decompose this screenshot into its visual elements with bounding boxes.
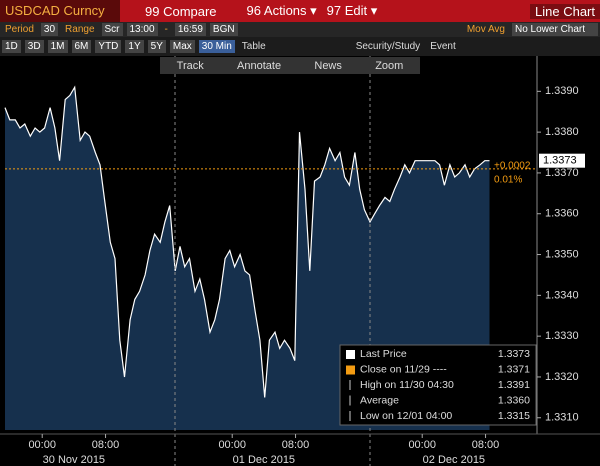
legend-swatch — [346, 350, 355, 359]
compare-button[interactable]: 99 Compare — [145, 3, 217, 19]
range-button[interactable]: Max — [169, 40, 195, 53]
legend-label: Low on 12/01 04:00 — [360, 410, 452, 422]
date-label: 01 Dec 2015 — [233, 454, 295, 466]
legend-value: 1.3371 — [498, 363, 530, 375]
edit-button[interactable]: 97 Edit ▾ — [326, 3, 378, 18]
lower-chart[interactable]: No Lower Chart — [512, 23, 598, 36]
interval[interactable]: 30 Min — [198, 40, 235, 53]
table-button[interactable]: Table — [241, 41, 266, 52]
mov-avg[interactable]: Mov Avg — [466, 24, 505, 35]
change-pct: 0.01% — [494, 174, 522, 185]
y-tick-label: 1.3380 — [545, 126, 579, 138]
end-time[interactable]: 16:59 — [174, 23, 206, 36]
price-line — [4, 85, 490, 398]
chart-tool[interactable]: Zoom — [375, 59, 404, 72]
security-study[interactable]: Security/Study — [355, 41, 421, 52]
range-button[interactable]: YTD — [95, 40, 122, 53]
period-label: Period — [5, 24, 34, 35]
toolbar: 1D 3D 1M 6M YTD 1Y 5Y Max 30 Min Table Security… — [0, 37, 600, 56]
legend-value: 1.3373 — [498, 348, 530, 360]
y-tick-label: 1.3360 — [545, 208, 579, 220]
x-tick-label: 08:00 — [282, 439, 310, 451]
y-tick-label: 1.3320 — [545, 371, 579, 383]
chart-tool[interactable]: Annotate — [237, 59, 282, 72]
actions-button[interactable]: 96 Actions ▾ — [246, 3, 317, 18]
y-tick-label: 1.3330 — [545, 330, 579, 342]
change: +0.0002 — [494, 160, 531, 171]
range-button[interactable]: 6M — [71, 40, 92, 53]
chart-tool[interactable]: News — [314, 59, 342, 72]
legend-swatch — [346, 365, 355, 375]
range-button[interactable]: 1Y — [125, 40, 144, 53]
range-label: Range — [65, 24, 95, 35]
security[interactable]: USDCAD Curncy — [0, 0, 120, 22]
view-label[interactable]: Line Chart — [530, 3, 600, 19]
legend-label: Close on 11/29 ---- — [360, 363, 447, 375]
legend-label: High on 11/30 04:30 — [360, 379, 454, 391]
area-fill — [5, 87, 490, 430]
legend-value: 1.3315 — [498, 410, 530, 422]
period[interactable]: 30 — [40, 23, 59, 36]
range-button[interactable]: 3D — [24, 40, 44, 53]
y-tick-label: 1.3310 — [545, 412, 579, 424]
y-tick-label: 1.3350 — [545, 248, 579, 260]
bgn[interactable]: BGN — [209, 23, 238, 36]
x-tick-label: 00:00 — [28, 439, 56, 451]
settings-bar: Period 30 Range Scr 13:00 - 16:59 BGN Mo… — [0, 22, 600, 37]
y-tick-label: 1.3340 — [545, 289, 579, 301]
title-bar: USDCAD Curncy 99 Compare 96 Actions ▾ 97… — [0, 0, 600, 22]
x-tick-label: 08:00 — [92, 439, 120, 451]
event-button[interactable]: Event — [430, 41, 456, 52]
range-buttons: 1D 3D 1M 6M YTD 1Y 5Y Max — [0, 40, 197, 53]
legend-label: Average — [360, 394, 399, 406]
range-button[interactable]: 5Y — [147, 40, 166, 53]
date-label: 02 Dec 2015 — [423, 454, 485, 466]
y-tick-label: 1.3390 — [545, 85, 579, 97]
legend-value: 1.3360 — [498, 394, 530, 406]
chart-tools: Track Annotate News Zoom — [160, 57, 420, 74]
last-price-label: 1.3373 — [543, 155, 577, 167]
legend-label: Last Price — [360, 348, 407, 360]
x-tick-label: 00:00 — [408, 439, 436, 451]
legend-box — [339, 344, 537, 426]
x-tick-label: 00:00 — [218, 439, 246, 451]
chart: 1.3310 1.3320 1.3330 1.3340 1.3350 1.3360 1.33… — [0, 56, 600, 466]
last-price-tag — [539, 153, 585, 168]
start-time[interactable]: 13:00 — [126, 23, 158, 36]
date-label: 30 Nov 2015 — [43, 454, 105, 466]
y-tick-label: 1.3370 — [545, 167, 579, 179]
legend-value: 1.3391 — [498, 379, 530, 391]
range-button[interactable]: 1M — [47, 40, 68, 53]
range-button[interactable]: 1D — [2, 40, 21, 53]
range[interactable]: Scr — [101, 23, 123, 36]
chart-tool[interactable]: Track — [176, 59, 204, 72]
x-tick-label: 08:00 — [472, 439, 500, 451]
dash: - — [164, 24, 168, 35]
